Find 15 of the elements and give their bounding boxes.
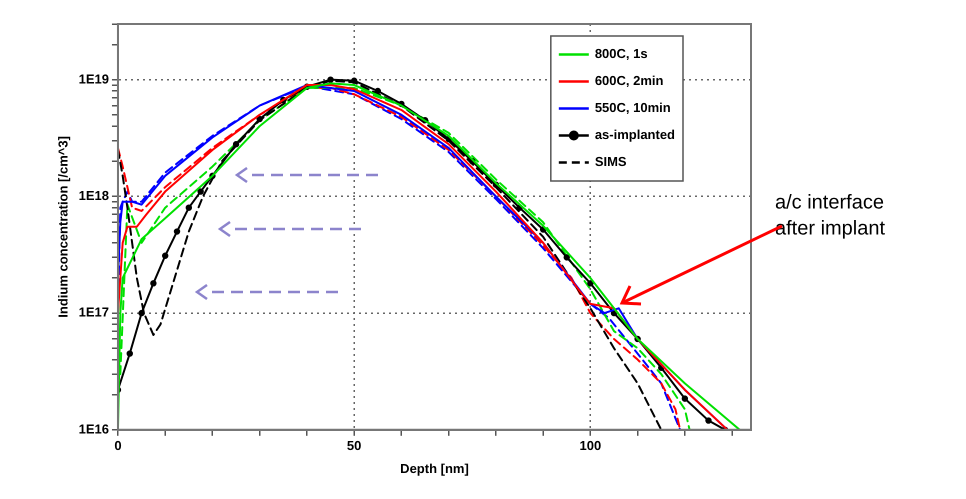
y-tick-label: 1E17 bbox=[78, 304, 109, 320]
legend-label: 800C, 1s bbox=[594, 46, 648, 62]
legend-label: as-implanted bbox=[594, 127, 676, 142]
y-tick-label: 1E19 bbox=[78, 71, 109, 86]
x-axis-title: Depth [nm] bbox=[400, 460, 469, 476]
y-tick-label: 1E16 bbox=[78, 421, 109, 436]
x-tick-label: 50 bbox=[346, 438, 362, 454]
legend-label: SIMS bbox=[594, 154, 627, 170]
x-tick-label: 0 bbox=[114, 438, 122, 454]
legend-label: 600C, 2min bbox=[594, 73, 664, 88]
text: a/c interface after implant bbox=[775, 192, 886, 240]
legend-label: 550C, 10min bbox=[594, 100, 671, 116]
x-tick-label: 100 bbox=[580, 438, 602, 454]
y-tick-label: 1E18 bbox=[78, 188, 109, 203]
y-axis-title: Indium concentration [/cm^3] bbox=[55, 136, 70, 318]
